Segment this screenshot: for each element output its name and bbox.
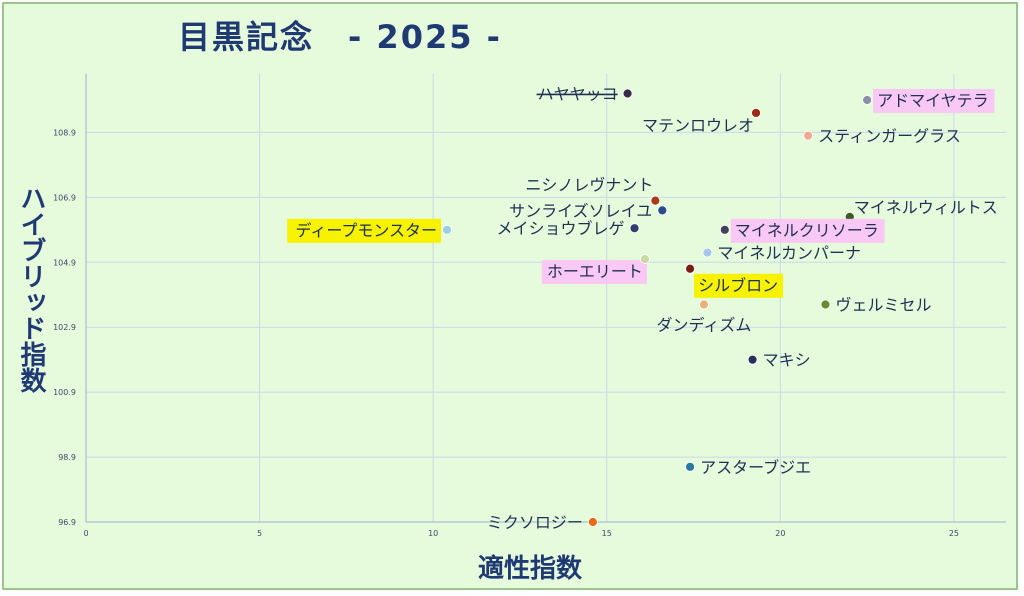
y-tick-label: 106.9: [53, 193, 76, 202]
point-label: マテンロウレオ: [642, 116, 754, 135]
y-tick-label: 98.9: [58, 453, 76, 462]
y-tick-label: 104.9: [53, 258, 76, 267]
y-tick-label: 96.9: [58, 518, 76, 527]
point-label: シルブロン: [698, 276, 778, 295]
x-tick-label: 20: [775, 529, 785, 538]
point-label: ホーエリート: [547, 262, 643, 281]
data-point: [622, 88, 633, 99]
data-point: [640, 254, 650, 264]
data-point: [719, 224, 730, 235]
data-point: [442, 224, 452, 235]
data-point: [803, 130, 814, 141]
data-point: [702, 247, 713, 258]
point-label: マイネルクリソーラ: [735, 221, 879, 240]
point-label: マキシ: [763, 351, 811, 370]
data-point: [685, 461, 695, 472]
data-point: [747, 354, 758, 365]
x-tick-label: 25: [949, 529, 959, 538]
point-label: アドマイヤテラ: [877, 91, 989, 110]
point-label: ヴェルミセル: [835, 295, 931, 314]
point-label: マイネルカンパーナ: [717, 244, 861, 263]
x-tick-label: 5: [257, 529, 262, 538]
chart-title: 目黒記念 - 2025 -: [178, 18, 502, 56]
y-axis-label: ハイブリッド指数: [16, 185, 46, 393]
point-label: ニシノレヴナント: [525, 176, 653, 195]
label-highlight: [873, 88, 995, 113]
point-label: マイネルウィルトス: [854, 198, 998, 217]
label-highlight: [541, 260, 647, 285]
point-label: サンライズソレイユ: [509, 201, 652, 220]
x-axis-label: 適性指数: [478, 554, 583, 584]
chart-frame: [2, 2, 1018, 590]
x-tick-label: 15: [602, 529, 612, 538]
data-point: [685, 263, 695, 274]
data-point: [657, 205, 668, 216]
data-point: [629, 223, 640, 234]
data-point: [650, 195, 661, 206]
label-highlight: [287, 218, 442, 243]
point-label: ディープモンスター: [295, 221, 437, 240]
x-tick-label: 0: [83, 529, 88, 538]
point-label: スティンガーグラス: [818, 127, 961, 146]
y-tick-label: 108.9: [53, 128, 76, 137]
y-tick-label: 100.9: [53, 388, 76, 397]
point-label: メイショウブレゲ: [497, 219, 625, 238]
data-point: [751, 108, 761, 118]
y-tick-label: 102.9: [53, 323, 76, 332]
data-point: [820, 299, 831, 310]
label-highlight: [730, 218, 885, 243]
label-highlight: [694, 273, 784, 298]
data-point: [699, 299, 709, 310]
point-label: ダンディズム: [657, 315, 752, 334]
point-label: ミクソロジー: [487, 513, 583, 532]
point-label: アスターブジエ: [700, 458, 811, 477]
data-point: [862, 95, 873, 105]
data-point: [587, 517, 598, 527]
x-tick-label: 10: [428, 529, 438, 538]
